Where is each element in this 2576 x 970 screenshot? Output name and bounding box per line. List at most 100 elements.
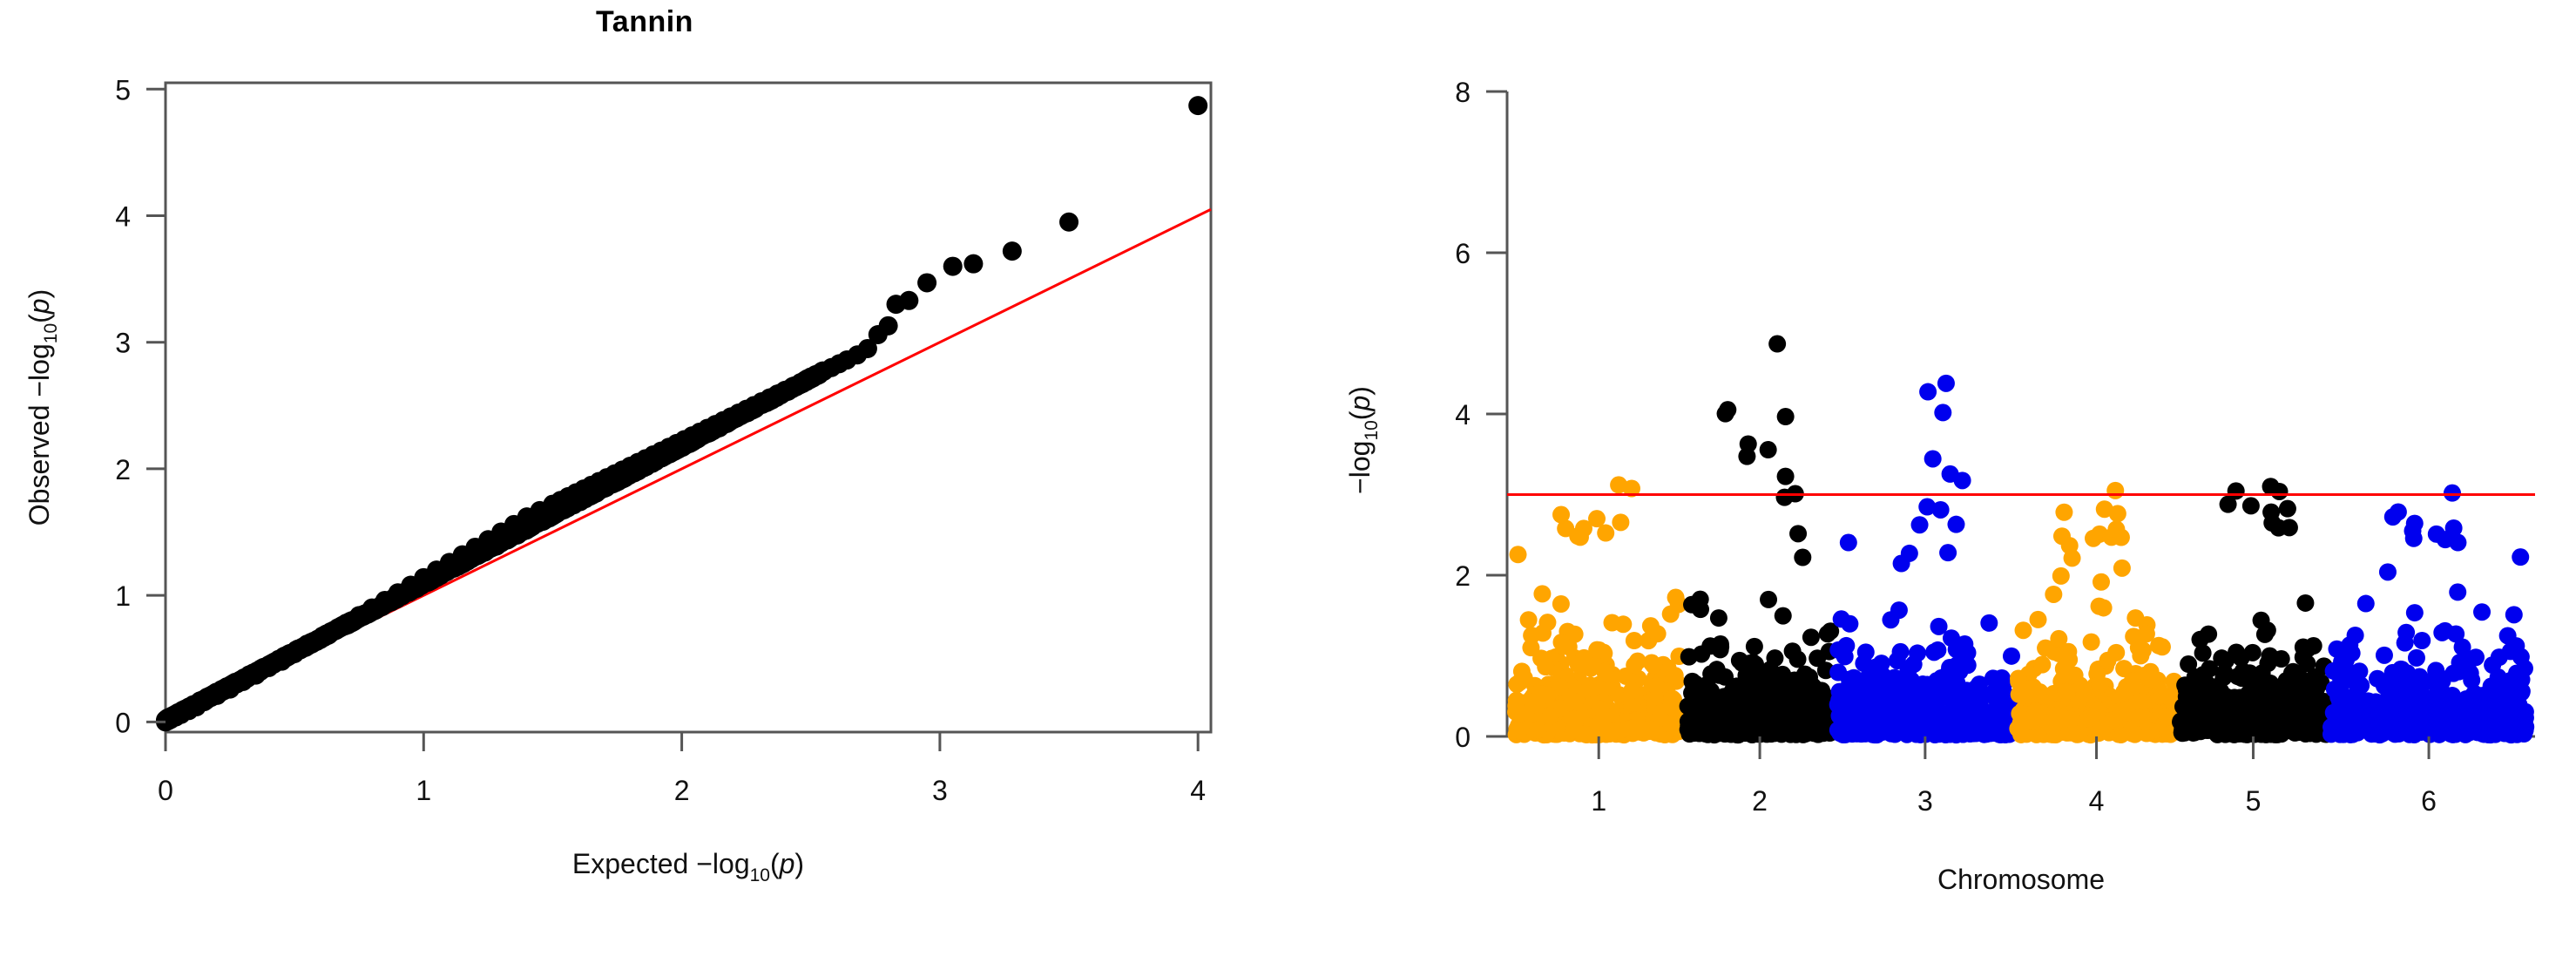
mh-data-point xyxy=(1597,663,1614,681)
mh-data-point xyxy=(2512,548,2529,566)
mh-data-point xyxy=(1851,690,1869,708)
mh-data-point xyxy=(1603,614,1620,631)
gwas-figure: Tannin 0 1 2 3 4 0 1 2 3 4 5 Expected −log10(p) Obse… xyxy=(0,0,2576,970)
mh-data-point xyxy=(1710,609,1727,627)
mh-data-point xyxy=(1918,499,1936,516)
mh-data-point xyxy=(2276,712,2294,729)
qq-data-point xyxy=(814,362,833,381)
mh-data-point xyxy=(1855,655,1872,672)
mh-data-point xyxy=(2303,722,2321,739)
mh-data-point xyxy=(1739,713,1756,730)
mh-data-point xyxy=(1874,723,1891,741)
mh-y-tick-label: 4 xyxy=(1455,399,1471,431)
mh-data-point xyxy=(2449,583,2466,600)
mh-data-point xyxy=(1708,661,1726,678)
mh-data-point xyxy=(1795,722,1813,740)
mh-data-point xyxy=(2062,710,2079,728)
mh-data-point xyxy=(2371,726,2389,743)
mh-data-point xyxy=(2233,705,2250,722)
mh-point-cloud xyxy=(1507,336,2534,744)
mh-data-point xyxy=(2113,529,2130,546)
mh-data-point xyxy=(1533,585,1551,602)
mh-data-point xyxy=(1777,468,1795,485)
mh-peak-point xyxy=(1768,336,1786,353)
mh-data-point xyxy=(1892,643,1910,661)
mh-data-point xyxy=(2109,505,2126,522)
mh-data-point xyxy=(1516,669,1533,687)
mh-data-point xyxy=(1640,721,1658,738)
mh-data-point xyxy=(1840,534,1857,552)
qq-x-tick-label: 3 xyxy=(932,775,948,806)
mh-data-point xyxy=(2284,663,2302,681)
mh-data-point xyxy=(2045,707,2063,724)
mh-peak-point xyxy=(2262,478,2280,495)
mh-data-point xyxy=(2092,675,2109,693)
mh-x-tick-label: 3 xyxy=(1917,785,1933,817)
mh-data-point xyxy=(1576,725,1593,743)
mh-data-point xyxy=(2052,567,2070,585)
mh-data-point xyxy=(2015,621,2032,639)
mh-data-point xyxy=(2030,611,2047,628)
mh-data-point xyxy=(2115,683,2133,701)
mh-data-point xyxy=(1537,658,1554,675)
mh-data-point xyxy=(1809,649,1826,667)
mh-data-point xyxy=(2471,688,2488,705)
mh-data-point xyxy=(2429,696,2446,714)
mh-data-point xyxy=(1984,669,2002,687)
mh-data-point xyxy=(2142,670,2160,688)
mh-data-point xyxy=(2491,648,2508,666)
mh-data-point xyxy=(1712,635,1729,653)
mh-data-point xyxy=(2367,693,2384,710)
mh-data-point xyxy=(1873,655,1890,672)
mh-data-point xyxy=(2406,684,2424,702)
mh-data-point xyxy=(2132,647,2149,664)
mh-data-point xyxy=(2228,482,2245,499)
mh-data-point xyxy=(1645,656,1662,674)
mh-data-point xyxy=(2397,634,2414,652)
mh-data-point xyxy=(1727,677,1745,695)
mh-data-point xyxy=(2261,648,2278,665)
mh-data-point xyxy=(2405,530,2423,547)
mh-data-point xyxy=(1855,716,1872,734)
qq-y-tick-label: 4 xyxy=(115,200,131,232)
mh-data-point xyxy=(2473,603,2491,621)
mh-data-point xyxy=(1942,676,1959,694)
mh-data-point xyxy=(1623,682,1640,699)
mh-data-point xyxy=(1667,589,1685,607)
mh-y-axis: 0 2 4 6 8 xyxy=(1455,77,1507,753)
mh-data-point xyxy=(1529,722,1546,739)
mh-data-point xyxy=(1942,465,1959,483)
mh-data-point xyxy=(2262,504,2280,521)
mh-data-point xyxy=(1740,436,1757,453)
mh-data-point xyxy=(1760,441,1777,458)
mh-data-point xyxy=(2390,667,2407,684)
mh-data-point xyxy=(2095,599,2113,616)
mh-data-point xyxy=(2255,682,2273,699)
mh-data-point xyxy=(2447,625,2464,642)
qq-data-point xyxy=(917,273,936,292)
mh-peak-point xyxy=(1610,476,1627,493)
mh-data-point xyxy=(1801,668,1818,686)
mh-data-point xyxy=(2113,560,2131,577)
mh-data-point xyxy=(2390,503,2407,520)
mh-data-point xyxy=(1837,637,1855,655)
qq-x-tick-label: 1 xyxy=(416,775,431,806)
mh-data-point xyxy=(1929,641,1946,659)
mh-data-point xyxy=(1898,726,1916,743)
mh-data-point xyxy=(2357,595,2375,613)
mh-data-point xyxy=(2448,722,2465,740)
mh-data-point xyxy=(2331,693,2349,710)
qq-plot-canvas: 0 1 2 3 4012345Expected −log10(p)Observed −l… xyxy=(0,0,1289,970)
mh-data-point xyxy=(1718,692,1735,709)
qq-data-point xyxy=(1059,213,1078,232)
mh-data-point xyxy=(2256,626,2274,643)
mh-data-point xyxy=(1552,595,1570,613)
mh-data-point xyxy=(2462,705,2479,722)
mh-data-point xyxy=(2427,661,2444,679)
mh-data-point xyxy=(2191,631,2208,648)
mh-data-point xyxy=(2383,692,2401,709)
mh-data-point xyxy=(1939,544,1957,561)
mh-data-point xyxy=(1794,549,1811,566)
mh-data-point xyxy=(2023,713,2040,730)
mh-data-point xyxy=(2513,716,2531,734)
